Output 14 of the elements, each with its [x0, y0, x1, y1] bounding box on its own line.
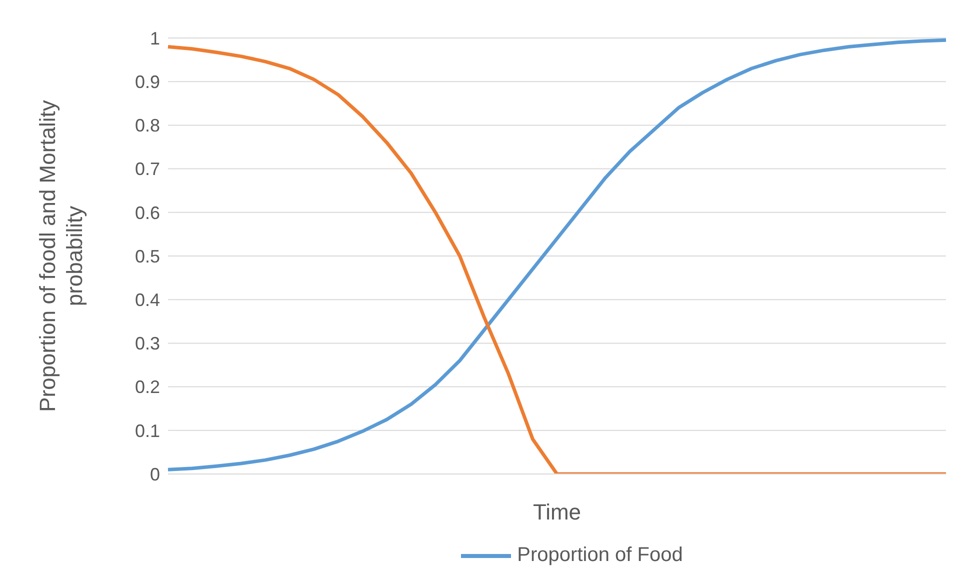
x-axis-title: Time: [532, 500, 582, 525]
y-tick-label: 0.8: [134, 116, 160, 136]
y-tick-label: 0: [150, 464, 160, 484]
y-tick-label: 0.9: [134, 72, 160, 92]
y-tick-label: 1: [150, 28, 160, 48]
y-axis-title: Proportion of foodl and Mortality probability: [35, 100, 87, 412]
legend-label: Proportion of Food: [517, 544, 683, 567]
y-tick-label: 0.1: [134, 420, 160, 441]
y-tick-label: 0.5: [134, 246, 160, 266]
y-tick-label: 0.6: [134, 202, 160, 223]
y-tick-label: 0.7: [134, 159, 160, 180]
y-tick-label: 0.3: [134, 334, 160, 354]
y-tick-label: 0.4: [134, 290, 160, 310]
y-tick-label: 0.2: [134, 377, 160, 398]
